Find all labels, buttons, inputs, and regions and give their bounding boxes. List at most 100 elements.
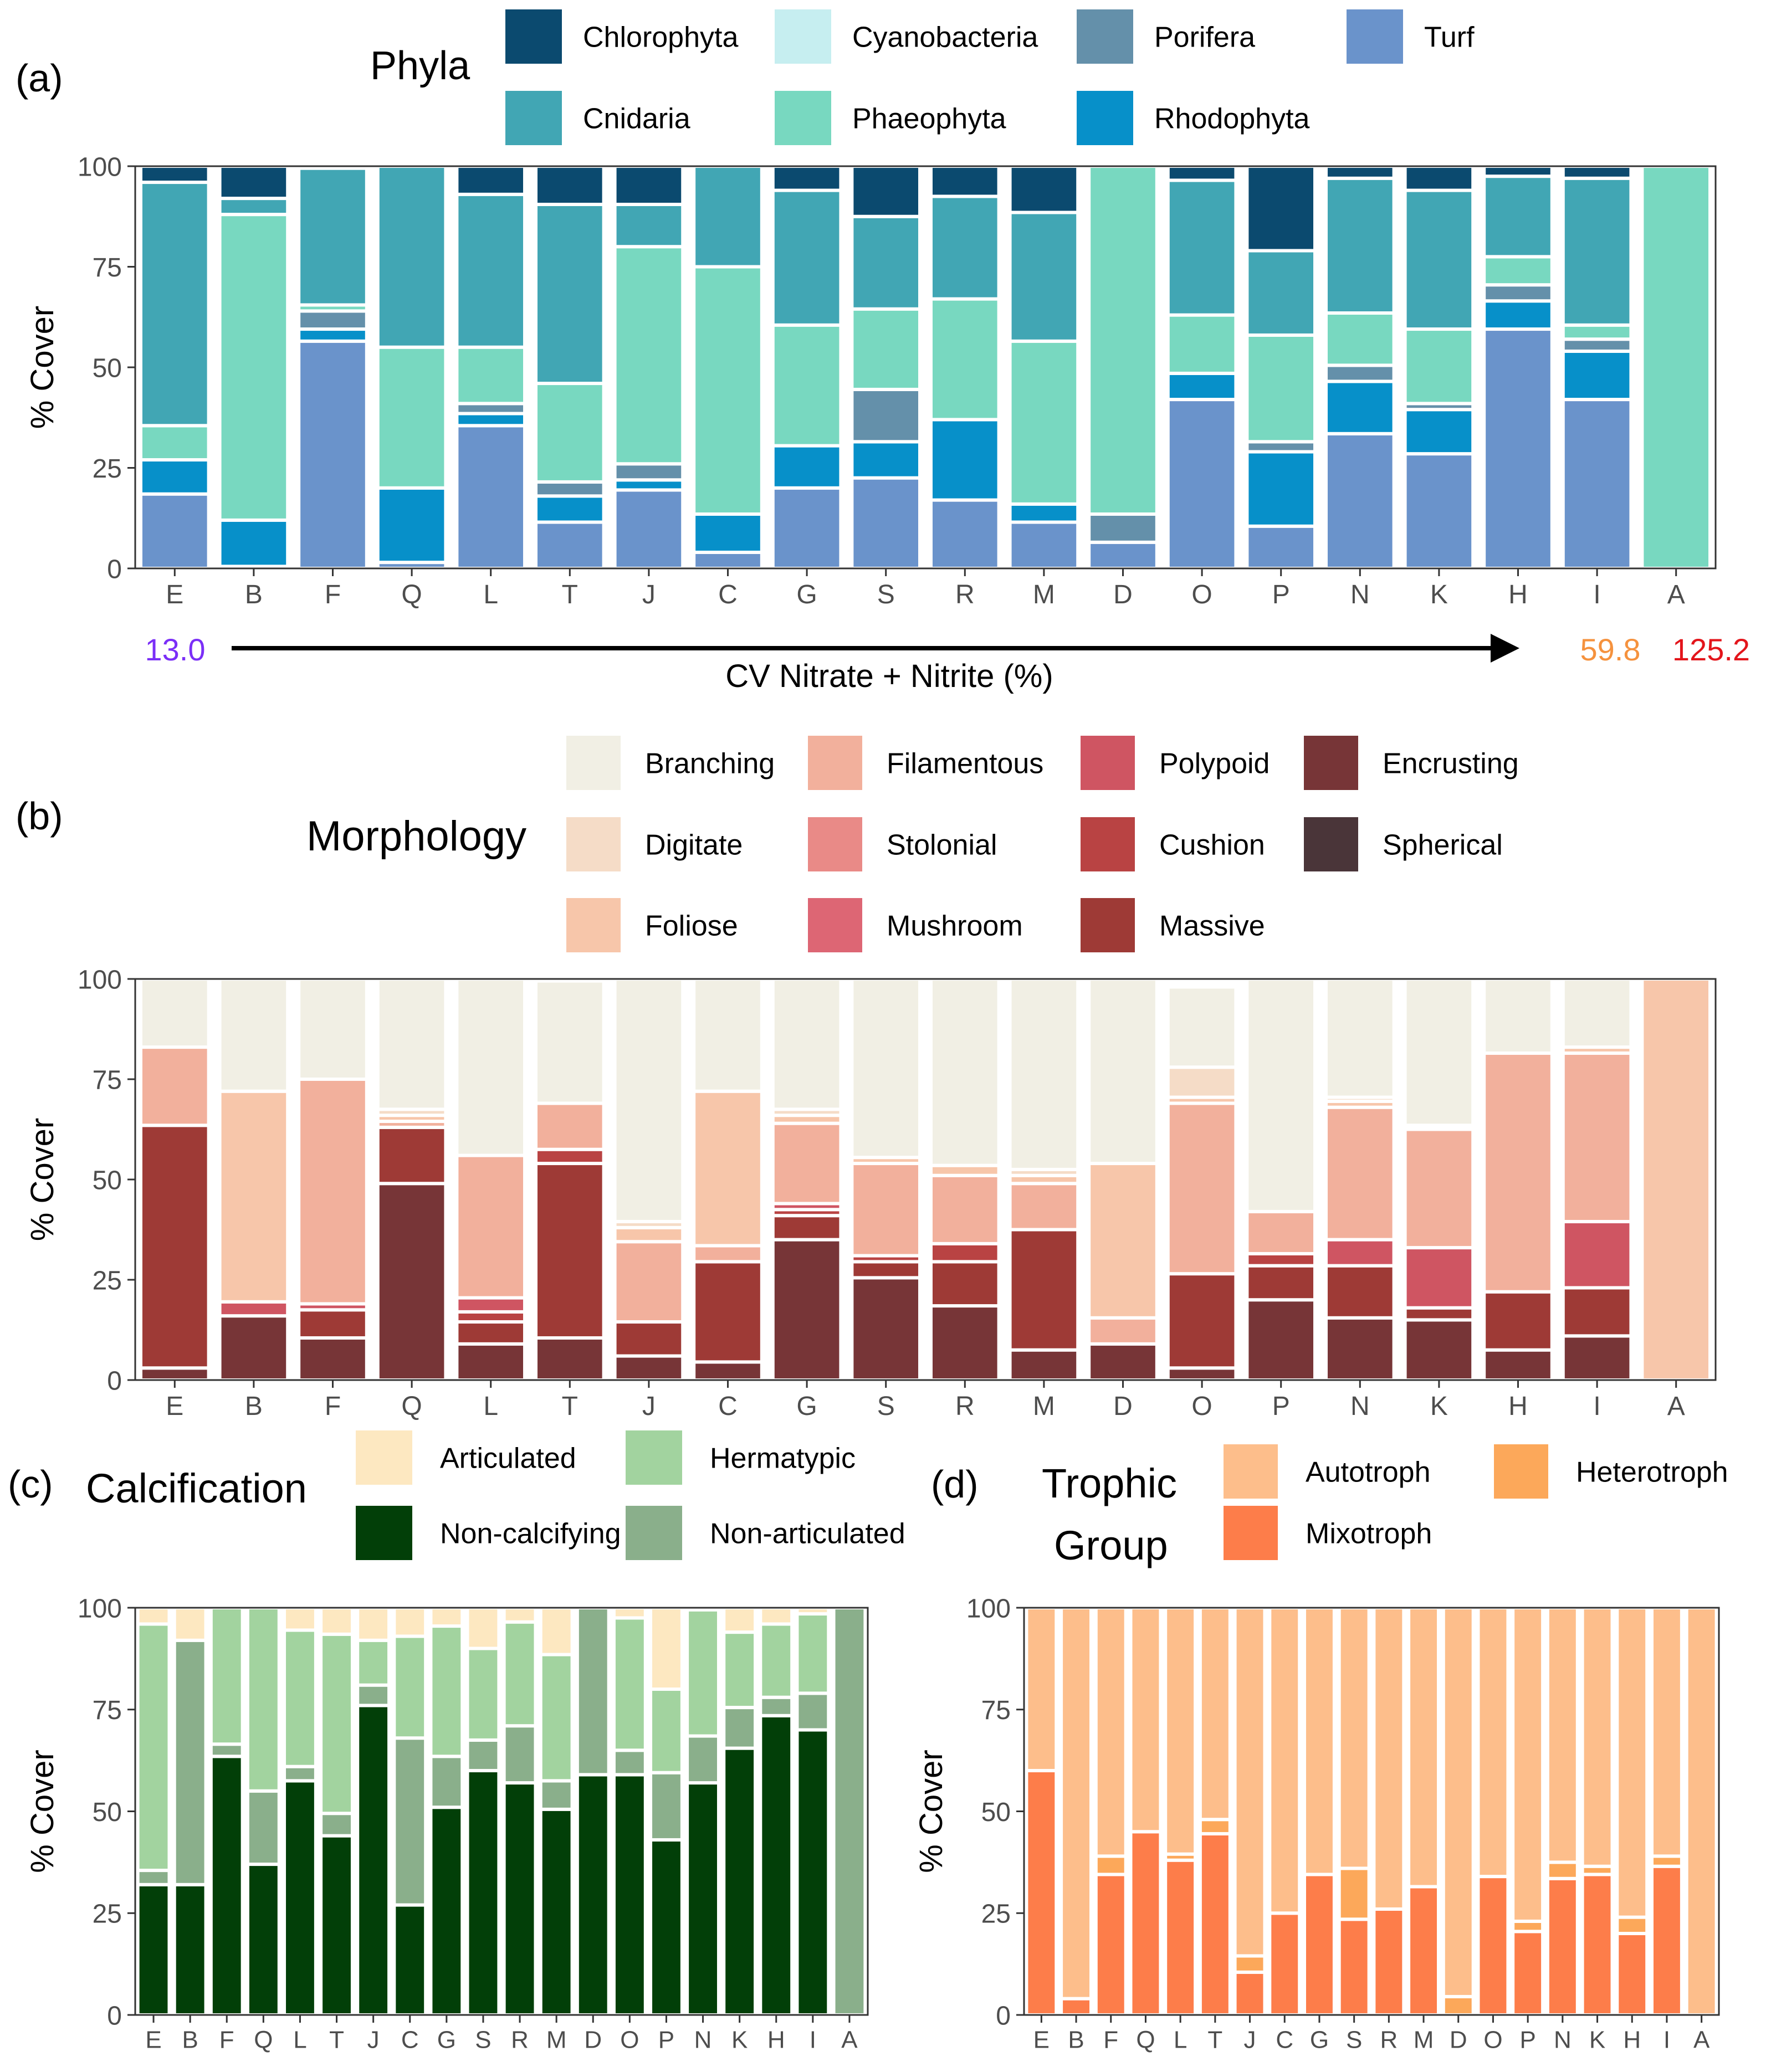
bar-d-K-mixotroph [1580,1873,1614,2017]
legend-swatch-cnidaria [505,91,562,145]
legend-swatch-non-calcifying [356,1506,412,1560]
bar-b-R-encrusting [929,1304,1001,1382]
legend-swatch-heterotroph [1494,1444,1548,1499]
bar-a-G-turf [771,486,843,570]
legend-title-d: Trophic [1042,1460,1177,1506]
y-tick-label-c: 25 [93,1900,122,1929]
bar-b-T-encrusting [534,1336,606,1382]
bar-b-O-digitate [1166,1065,1238,1099]
x-tick-label-a-J: J [642,580,656,609]
bar-d-Q-mixotroph [1129,1830,1163,2017]
x-tick-label-a-D: D [1113,580,1133,609]
legend-label-porifera: Porifera [1154,22,1255,54]
bar-b-D-filamentous [1087,1316,1159,1346]
x-tick-label-a-G: G [796,580,817,609]
y-tick-label-a: 100 [78,152,122,182]
bar-c-J-articulated [356,1606,391,1642]
x-tick-label-a-T: T [562,580,578,609]
bar-b-P-branching [1245,977,1317,1213]
bar-c-I-hermatypic [795,1612,831,1695]
bar-a-M-chlorophyta [1008,165,1080,214]
bar-a-J-phaeophyta [613,245,685,466]
bar-a-E-cnidaria [139,181,211,428]
bar-b-J-filamentous [613,1240,685,1324]
bar-a-P-phaeophyta [1245,333,1317,444]
legend-swatch-mushroom [808,898,862,952]
legend-swatch-polypoid [1081,736,1135,790]
legend-swatch-autotroph [1224,1444,1278,1499]
bar-a-A-phaeophyta [1640,165,1712,570]
y-tick-label-a: 25 [93,454,122,484]
bar-b-T-filamentous [534,1101,606,1151]
bar-a-O-phaeophyta [1166,313,1238,375]
bar-d-R-mixotroph [1372,1907,1406,2017]
bar-a-B-phaeophyta [218,213,290,522]
legend-label-turf: Turf [1424,22,1475,54]
bar-d-P-autotroph [1511,1606,1545,1923]
bar-b-C-massive [692,1260,764,1364]
bar-b-F-filamentous [297,1078,368,1306]
panel-label-d: (d) [931,1463,979,1506]
x-tick-label-b-B: B [245,1392,263,1421]
legend-swatch-mixotroph [1224,1506,1278,1560]
bar-b-J-branching [613,977,685,1224]
bar-d-B-autotroph [1059,1606,1093,2001]
bar-d-J-heterotroph [1233,1954,1267,1974]
bar-c-O-non-articulated [612,1748,647,1777]
legend-swatch-cushion [1081,817,1135,871]
bar-d-I-mixotroph [1650,1864,1683,2017]
bar-c-L-hermatypic [283,1628,318,1768]
bar-c-M-non-articulated [539,1779,574,1811]
bar-b-O-encrusting [1166,1366,1238,1382]
bar-c-S-hermatypic [465,1647,501,1742]
x-tick-label-c-J: J [367,2027,380,2054]
bar-b-Q-branching [376,977,448,1111]
bar-d-G-autotroph [1302,1606,1336,1876]
bar-c-R-hermatypic [502,1620,538,1728]
bar-b-H-filamentous [1482,1051,1554,1294]
bar-a-T-cnidaria [534,202,606,386]
legend-b: Morphology Branching Filamentous Polypoid En… [306,736,1519,952]
bar-a-O-rhodophyta [1166,371,1238,402]
bar-a-B-chlorophyta [218,165,290,201]
bar-a-M-cnidaria [1008,211,1080,343]
panel-label-a: (a) [16,57,63,100]
legend-swatch-filamentous [808,736,862,790]
x-tick-label-c-F: F [219,2027,234,2054]
bar-c-R-non-calcifying [502,1781,538,2017]
bar-c-G-non-calcifying [429,1806,464,2017]
bar-b-R-massive [929,1260,1001,1308]
x-tick-label-b-T: T [562,1392,578,1421]
bar-a-F-turf [297,339,368,570]
bar-b-J-foliose [613,1225,685,1244]
bar-c-S-articulated [465,1606,501,1650]
bar-d-D-heterotroph [1441,1994,1475,2017]
bar-b-F-massive [297,1308,368,1340]
bar-a-K-chlorophyta [1403,165,1475,192]
bar-a-I-cnidaria [1561,176,1633,327]
x-tick-label-c-R: R [511,2027,529,2054]
bar-d-K-autotroph [1580,1606,1614,1868]
bar-c-N-non-articulated [685,1734,720,1785]
nitrate-gradient: 13.0 59.8 125.2 CV Nitrate + Nitrite (%) [145,632,1750,694]
bar-a-L-rhodophyta [455,412,527,428]
bar-a-Q-rhodophyta [376,486,448,565]
bar-c-K-articulated [722,1606,757,1634]
bar-b-I-branching [1561,977,1633,1049]
bar-a-H-phaeophyta [1482,255,1554,287]
bar-a-K-cnidaria [1403,188,1475,331]
bar-b-P-massive [1245,1264,1317,1302]
x-tick-label-c-I: I [810,2027,816,2054]
bar-b-B-polypoid [218,1300,290,1318]
bar-b-P-encrusting [1245,1298,1317,1382]
legend-swatch-massive [1081,898,1135,952]
bar-d-R-autotroph [1372,1606,1406,1911]
legend-label-cnidaria: Cnidaria [583,103,690,135]
legend-title-a: Phyla [370,44,470,88]
x-tick-label-d-N: N [1554,2027,1572,2054]
bar-c-H-hermatypic [759,1622,794,1699]
bar-d-F-heterotroph [1094,1854,1128,1876]
bar-c-C-articulated [392,1606,428,1638]
bar-c-O-non-calcifying [612,1773,647,2017]
bar-d-S-autotroph [1337,1606,1371,1870]
